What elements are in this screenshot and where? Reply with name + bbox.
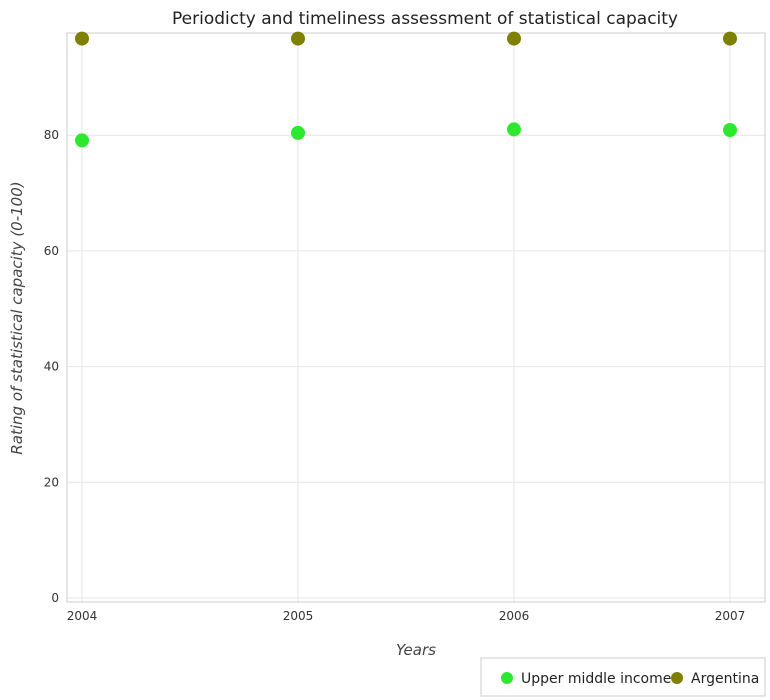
x-ticks: 2004 2005 2006 2007 [67,609,746,623]
point-argentina-2006 [507,31,521,46]
legend: Upper middle income Argentina [480,657,766,697]
data-points [75,31,737,148]
y-tick-label: 80 [44,128,59,142]
legend-marker-argentina [671,672,683,684]
y-tick-label: 40 [44,360,59,374]
point-upper-middle-income-2006 [507,122,521,137]
plot-area [66,32,766,603]
chart-title: Periodicty and timeliness assessment of … [172,9,678,29]
x-tick-label: 2007 [715,609,746,623]
point-argentina-2005 [291,31,305,46]
y-ticks: 0 20 40 60 80 [44,128,59,605]
point-upper-middle-income-2005 [291,125,305,140]
legend-box [480,657,766,697]
y-tick-label: 0 [51,591,59,605]
x-tick-label: 2005 [283,609,314,623]
y-tick-label: 20 [44,475,59,489]
point-argentina-2007 [723,31,737,46]
legend-label-argentina: Argentina [691,671,759,687]
point-argentina-2004 [75,31,89,46]
x-tick-label: 2006 [499,609,530,623]
legend-marker-upper-middle-income [501,672,513,684]
grid [67,33,765,602]
legend-label-upper-middle-income: Upper middle income [521,671,671,687]
y-axis-label: Rating of statistical capacity (0-100) [8,181,26,454]
point-upper-middle-income-2004 [75,133,89,148]
x-tick-label: 2004 [67,609,98,623]
x-axis-label: Years [396,641,436,659]
y-tick-label: 60 [44,244,59,258]
point-upper-middle-income-2007 [723,122,737,137]
